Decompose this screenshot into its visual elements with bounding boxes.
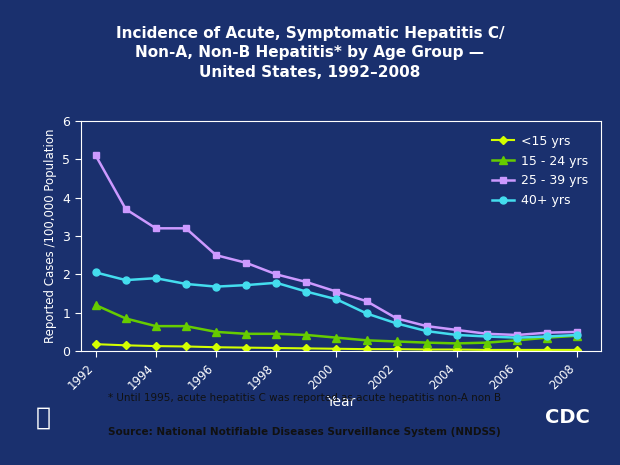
25 - 39 yrs: [453, 327, 461, 333]
40+ yrs: [182, 281, 190, 287]
25 - 39 yrs: [273, 272, 280, 277]
25 - 39 yrs: [544, 330, 551, 335]
25 - 39 yrs: [423, 323, 430, 329]
25 - 39 yrs: [483, 331, 490, 337]
40+ yrs: [544, 334, 551, 339]
25 - 39 yrs: [363, 299, 370, 304]
15 - 24 yrs: [483, 340, 490, 345]
Text: Incidence of Acute, Symptomatic Hepatitis C/
Non-A, Non-B Hepatitis* by Age Grou: Incidence of Acute, Symptomatic Hepatiti…: [116, 26, 504, 80]
15 - 24 yrs: [574, 333, 581, 339]
25 - 39 yrs: [242, 260, 250, 266]
40+ yrs: [242, 282, 250, 288]
25 - 39 yrs: [393, 316, 401, 321]
40+ yrs: [574, 332, 581, 338]
Text: Source: National Notifiable Diseases Surveillance System (NNDSS): Source: National Notifiable Diseases Sur…: [108, 427, 501, 437]
15 - 24 yrs: [212, 329, 219, 335]
40+ yrs: [483, 334, 490, 339]
<15 yrs: [453, 347, 461, 352]
40+ yrs: [273, 280, 280, 286]
40+ yrs: [122, 277, 130, 283]
15 - 24 yrs: [92, 302, 99, 308]
25 - 39 yrs: [92, 153, 99, 158]
40+ yrs: [423, 328, 430, 334]
15 - 24 yrs: [544, 335, 551, 340]
Text: CDC: CDC: [545, 408, 590, 427]
<15 yrs: [544, 347, 551, 353]
<15 yrs: [212, 345, 219, 350]
<15 yrs: [393, 346, 401, 352]
Line: <15 yrs: <15 yrs: [93, 341, 580, 352]
<15 yrs: [182, 344, 190, 349]
15 - 24 yrs: [363, 338, 370, 343]
<15 yrs: [363, 346, 370, 352]
25 - 39 yrs: [513, 332, 521, 338]
Legend: <15 yrs, 15 - 24 yrs, 25 - 39 yrs, 40+ yrs: <15 yrs, 15 - 24 yrs, 25 - 39 yrs, 40+ y…: [484, 127, 595, 215]
Line: 40+ yrs: 40+ yrs: [92, 269, 581, 341]
25 - 39 yrs: [212, 252, 219, 258]
<15 yrs: [513, 347, 521, 353]
Text: 🦅: 🦅: [36, 405, 51, 429]
25 - 39 yrs: [333, 289, 340, 294]
15 - 24 yrs: [393, 339, 401, 344]
40+ yrs: [303, 289, 310, 294]
25 - 39 yrs: [122, 206, 130, 212]
40+ yrs: [453, 332, 461, 338]
Text: * Until 1995, acute hepatitis C was reported as acute hepatitis non-A non B: * Until 1995, acute hepatitis C was repo…: [108, 393, 502, 403]
15 - 24 yrs: [122, 316, 130, 321]
<15 yrs: [152, 343, 159, 349]
25 - 39 yrs: [152, 226, 159, 231]
15 - 24 yrs: [242, 331, 250, 337]
15 - 24 yrs: [152, 323, 159, 329]
Y-axis label: Reported Cases /100,000 Population: Reported Cases /100,000 Population: [43, 129, 56, 343]
40+ yrs: [333, 297, 340, 302]
25 - 39 yrs: [182, 226, 190, 231]
40+ yrs: [152, 275, 159, 281]
X-axis label: Year: Year: [326, 395, 356, 409]
Line: 25 - 39 yrs: 25 - 39 yrs: [92, 152, 581, 339]
25 - 39 yrs: [303, 279, 310, 285]
15 - 24 yrs: [513, 338, 521, 343]
15 - 24 yrs: [453, 340, 461, 346]
25 - 39 yrs: [574, 329, 581, 335]
<15 yrs: [574, 347, 581, 353]
<15 yrs: [273, 345, 280, 351]
Line: 15 - 24 yrs: 15 - 24 yrs: [92, 301, 582, 347]
15 - 24 yrs: [333, 335, 340, 340]
<15 yrs: [242, 345, 250, 351]
15 - 24 yrs: [303, 332, 310, 338]
<15 yrs: [92, 341, 99, 347]
<15 yrs: [423, 347, 430, 352]
<15 yrs: [333, 346, 340, 352]
<15 yrs: [483, 347, 490, 353]
<15 yrs: [303, 345, 310, 351]
15 - 24 yrs: [423, 340, 430, 345]
40+ yrs: [363, 311, 370, 316]
40+ yrs: [92, 270, 99, 275]
40+ yrs: [212, 284, 219, 289]
40+ yrs: [393, 321, 401, 326]
15 - 24 yrs: [182, 323, 190, 329]
40+ yrs: [513, 335, 521, 340]
<15 yrs: [122, 343, 130, 348]
15 - 24 yrs: [273, 331, 280, 337]
